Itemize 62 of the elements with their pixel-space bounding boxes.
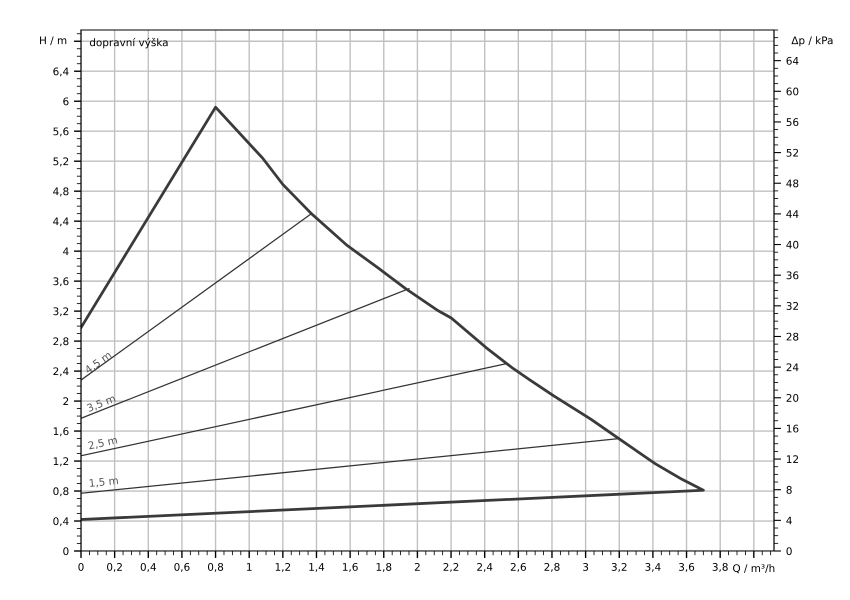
- y-tick-label: 0,4: [53, 517, 69, 526]
- y2-tick-label: 8: [786, 486, 792, 494]
- y2-tick-label: 4: [786, 516, 792, 524]
- text: 3,5 m: [86, 394, 116, 413]
- y-tick-label: 2,8: [53, 337, 68, 346]
- y-tick-label: 6,4: [53, 67, 69, 76]
- y2-tick-label: 16: [786, 424, 798, 433]
- x-tick-label: 1,2: [276, 562, 290, 572]
- y-tick-label: 3,2: [53, 307, 68, 316]
- x-tick-label: 3,6: [679, 562, 694, 572]
- y2-axis-title: Δp / kPa: [791, 36, 832, 46]
- y2-tick-label: 60: [786, 88, 798, 96]
- y2-tick-label: 32: [786, 302, 798, 310]
- y-tick-label: 6: [63, 97, 69, 106]
- x-tick-label: 3,2: [612, 562, 626, 572]
- x-tick-label: 0,6: [174, 562, 190, 572]
- x-tick-label: 2,4: [477, 562, 492, 572]
- text: 2,5 m: [88, 436, 118, 451]
- y2-tick-label: 64: [786, 56, 798, 65]
- y2-tick-label: 56: [786, 118, 798, 126]
- y2-tick-label: 0: [786, 547, 792, 556]
- y-tick-label: 2,4: [53, 367, 69, 376]
- x-tick-label: 1,4: [309, 563, 324, 572]
- x-tick-label: 3,4: [645, 562, 661, 572]
- x-tick-label: 0,8: [208, 562, 224, 572]
- x-tick-label: 1: [247, 563, 252, 571]
- annotation: dopravní výška: [90, 38, 168, 48]
- y-tick-label: 3,6: [53, 277, 69, 286]
- y-tick-label: 5,2: [53, 157, 68, 166]
- x-tick-label: 3: [583, 562, 588, 571]
- y-tick-label: 1,6: [54, 427, 69, 436]
- text: 4,5 m: [84, 350, 112, 375]
- text: 1,5 m: [89, 476, 118, 488]
- y-tick-label: 2: [63, 397, 68, 406]
- y2-tick-label: 48: [786, 179, 798, 188]
- y2-tick-label: 36: [786, 271, 798, 280]
- y2-tick-label: 28: [786, 332, 798, 341]
- y-tick-label: 5,6: [53, 127, 69, 136]
- y-tick-label: 4: [63, 248, 69, 256]
- y-tick-label: 4,4: [53, 218, 69, 226]
- x-tick-label: 0: [78, 562, 84, 571]
- x-tick-label: 3,8: [712, 562, 728, 572]
- y-axis-title: H / m: [40, 36, 66, 46]
- y-tick-label: 0,8: [53, 487, 68, 496]
- x-tick-label: 0,2: [107, 562, 122, 572]
- y2-tick-label: 40: [786, 240, 798, 249]
- y-tick-label: 4,8: [53, 187, 68, 196]
- x-tick-label: 2,8: [544, 562, 560, 572]
- x-tick-label: 2: [414, 562, 420, 571]
- y2-tick-label: 20: [786, 394, 798, 402]
- y2-tick-label: 52: [786, 148, 798, 157]
- y-tick-label: 1,2: [54, 457, 68, 466]
- x-tick-label: 1,8: [376, 562, 392, 572]
- x-tick-label: 2,6: [510, 562, 526, 572]
- y2-tick-label: 12: [786, 455, 798, 464]
- x-axis-title: Q / m³/h: [733, 564, 774, 574]
- x-tick-label: 2,2: [444, 562, 458, 572]
- x-tick-label: 0,4: [140, 562, 156, 572]
- x-tick-label: 1,6: [342, 562, 358, 572]
- y-tick-label: 0: [63, 547, 69, 556]
- y2-tick-label: 24: [786, 363, 798, 372]
- y2-tick-label: 44: [786, 210, 798, 218]
